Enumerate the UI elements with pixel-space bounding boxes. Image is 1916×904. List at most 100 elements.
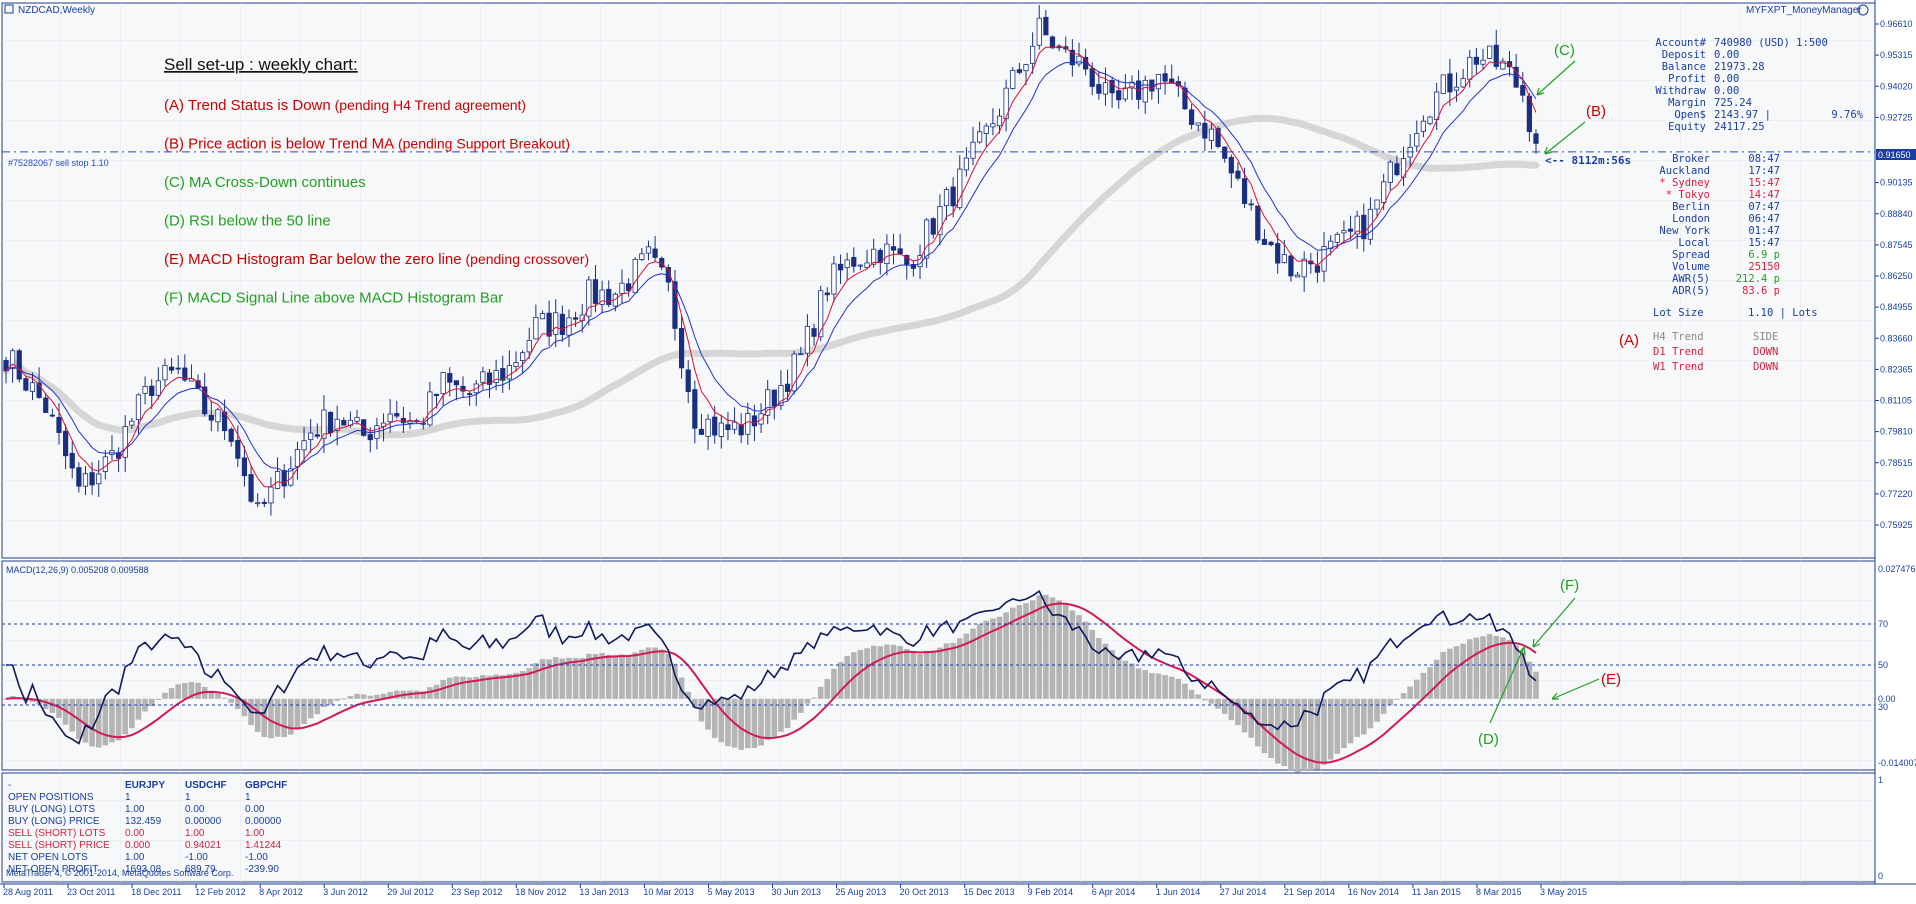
svg-text:0.96610: 0.96610 (1880, 19, 1913, 29)
svg-text:SELL (SHORT) LOTS: SELL (SHORT) LOTS (8, 828, 106, 839)
svg-text:01:47: 01:47 (1748, 225, 1780, 237)
macd-histogram-bar (513, 672, 519, 699)
svg-text:DOWN: DOWN (1753, 346, 1778, 358)
macd-histogram-bar (148, 698, 155, 707)
candle (791, 350, 797, 395)
setup-rule-2: (B) Price action is below Trend MA (pend… (164, 136, 570, 153)
macd-histogram-bar (480, 675, 486, 699)
macd-histogram-bar (1235, 698, 1241, 726)
candle (1440, 74, 1446, 95)
macd-histogram-bar (1493, 635, 1500, 699)
svg-text:30 Jun 2013: 30 Jun 2013 (772, 887, 822, 897)
candle (652, 235, 658, 262)
macd-histogram-bar (1486, 634, 1493, 699)
macd-histogram-bar (380, 693, 387, 699)
macd-histogram-bar (1453, 646, 1460, 699)
candle (89, 462, 95, 495)
candle (76, 462, 82, 493)
macd-histogram-bar (433, 684, 440, 699)
macd-histogram-bar (1043, 594, 1049, 699)
svg-text:15:47: 15:47 (1748, 177, 1780, 189)
account-info-panel: Account# 740980 (USD) 1:500 Deposit 0.00 Bal… (1653, 37, 1864, 373)
macd-histogram-bar (1195, 694, 1202, 699)
candle (1533, 129, 1539, 154)
setup-rule-4: (D) RSI below the 50 line (164, 213, 331, 230)
candle (427, 381, 433, 427)
macd-histogram-bar (168, 688, 175, 699)
macd-histogram-bar (837, 662, 844, 699)
candle (43, 393, 49, 413)
svg-text:0.88840: 0.88840 (1880, 209, 1913, 219)
svg-text:0.84955: 0.84955 (1880, 302, 1913, 312)
candle (824, 287, 830, 302)
macd-histogram-bar (1162, 675, 1168, 699)
smiley-icon[interactable] (1857, 4, 1869, 16)
candle (460, 376, 466, 398)
svg-text:0.00: 0.00 (185, 804, 205, 815)
svg-text:06:47: 06:47 (1748, 213, 1780, 225)
macd-histogram-bar (1407, 686, 1413, 699)
macd-histogram-bar (162, 692, 168, 699)
candle (698, 413, 705, 436)
macd-histogram-bar (89, 698, 95, 747)
macd-histogram-bar (870, 645, 877, 699)
svg-text:0.00: 0.00 (245, 804, 265, 815)
candle (29, 372, 36, 401)
macd-histogram-bar (1241, 698, 1248, 733)
macd-histogram-bar (321, 698, 327, 708)
svg-text:23 Sep 2012: 23 Sep 2012 (451, 887, 502, 897)
candle (592, 265, 599, 313)
marker-d: (D) (1478, 731, 1499, 748)
candle (1248, 199, 1254, 211)
candle (261, 498, 267, 508)
svg-text:-1.00: -1.00 (185, 852, 208, 863)
candle (930, 217, 936, 239)
macd-histogram-bar (937, 647, 943, 699)
candle (831, 256, 837, 303)
svg-text:07:47: 07:47 (1748, 201, 1780, 213)
macd-histogram-bar (685, 691, 692, 699)
svg-text:1: 1 (1878, 775, 1883, 785)
macd-histogram-bar (877, 646, 884, 699)
svg-text:15:47: 15:47 (1748, 237, 1780, 249)
candle (1394, 155, 1400, 177)
svg-text:Auckland: Auckland (1659, 165, 1710, 177)
macd-histogram-bar (1069, 610, 1076, 699)
macd-histogram-bar (857, 649, 864, 699)
macd-histogram-bar (1480, 636, 1486, 699)
fast-ma-line (5, 46, 1537, 488)
macd-histogram-bar (1380, 698, 1387, 714)
svg-text:18 Dec 2011: 18 Dec 2011 (131, 887, 181, 897)
menu-icon[interactable] (4, 4, 14, 14)
candle (520, 350, 526, 374)
macd-histogram-bar (354, 693, 360, 699)
macd-histogram-bar (1500, 637, 1506, 699)
candle (1142, 75, 1148, 114)
macd-histogram-bar (1082, 621, 1089, 699)
macd-histogram-bar (1149, 673, 1155, 699)
candle (467, 390, 473, 406)
svg-text:Berlin: Berlin (1672, 201, 1710, 213)
macd-histogram-bar (1155, 673, 1162, 699)
macd-histogram-bar (460, 676, 466, 699)
macd-histogram-bar (440, 679, 446, 699)
macd-histogram-bar (1102, 643, 1109, 699)
svg-text:DOWN: DOWN (1753, 361, 1778, 373)
macd-histogram-bar (990, 618, 996, 699)
svg-text:0: 0 (1878, 871, 1883, 881)
candle (1208, 122, 1215, 150)
macd-histogram-bar (572, 658, 579, 699)
candle (672, 269, 678, 341)
macd-histogram-bar (506, 673, 513, 699)
macd-histogram-bar (327, 698, 334, 705)
macd-histogram-bar (1519, 651, 1526, 699)
svg-text:17:47: 17:47 (1748, 165, 1780, 177)
macd-histogram-bar (539, 659, 546, 699)
svg-text:-1.00: -1.00 (245, 852, 268, 863)
rsi-line (6, 590, 1537, 745)
trend-ma-line (2, 114, 1540, 439)
svg-text:0.86250: 0.86250 (1880, 271, 1913, 281)
macd-histogram-bar (413, 690, 420, 699)
macd-histogram-bar (1009, 607, 1016, 699)
